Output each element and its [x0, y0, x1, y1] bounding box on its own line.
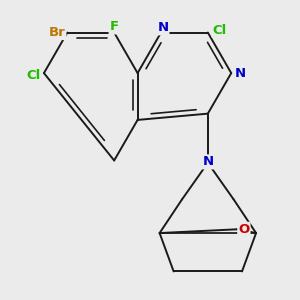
Text: F: F	[110, 20, 119, 33]
Text: N: N	[157, 21, 168, 34]
Text: Br: Br	[49, 26, 65, 39]
Text: N: N	[235, 67, 246, 80]
Text: O: O	[238, 223, 250, 236]
Text: Cl: Cl	[212, 24, 227, 37]
Text: Cl: Cl	[26, 69, 41, 82]
Text: N: N	[202, 155, 213, 168]
